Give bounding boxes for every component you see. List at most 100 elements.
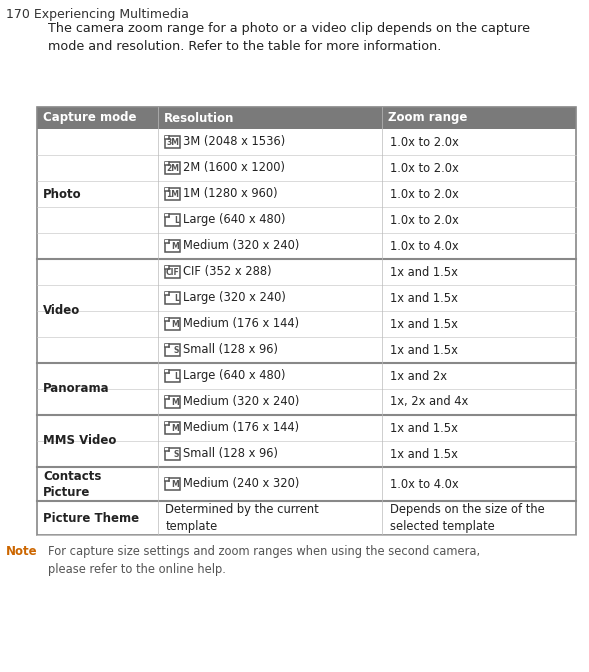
Text: Depends on the size of the
selected template: Depends on the size of the selected temp… xyxy=(390,503,545,533)
Text: Medium (240 x 320): Medium (240 x 320) xyxy=(183,478,300,491)
Bar xyxy=(166,292,170,296)
Text: 1x and 1.5x: 1x and 1.5x xyxy=(390,317,458,331)
Bar xyxy=(37,107,576,129)
Text: Panorama: Panorama xyxy=(43,382,110,396)
Bar xyxy=(37,415,576,441)
Bar xyxy=(37,207,576,233)
Bar xyxy=(166,319,170,321)
Text: 3M (2048 x 1536): 3M (2048 x 1536) xyxy=(183,136,286,149)
Text: Video: Video xyxy=(43,304,80,317)
Bar xyxy=(166,163,170,165)
Bar xyxy=(166,241,180,252)
Text: 2M: 2M xyxy=(166,164,179,173)
Bar xyxy=(37,501,576,535)
Text: Capture mode: Capture mode xyxy=(43,112,137,124)
Text: Picture Theme: Picture Theme xyxy=(43,511,139,525)
Text: 1x and 2x: 1x and 2x xyxy=(390,370,447,382)
Text: S: S xyxy=(174,345,179,355)
Text: 1M: 1M xyxy=(166,190,179,199)
Text: L: L xyxy=(174,216,179,224)
Text: 1.0x to 4.0x: 1.0x to 4.0x xyxy=(390,239,459,253)
Text: Medium (176 x 144): Medium (176 x 144) xyxy=(183,421,299,435)
Bar xyxy=(166,396,170,399)
Text: The camera zoom range for a photo or a video clip depends on the capture
mode an: The camera zoom range for a photo or a v… xyxy=(48,22,530,53)
Text: L: L xyxy=(174,294,179,302)
Text: 1.0x to 2.0x: 1.0x to 2.0x xyxy=(390,136,459,149)
Bar xyxy=(166,344,180,355)
Bar xyxy=(37,311,576,337)
Text: For capture size settings and zoom ranges when using the second camera,
please r: For capture size settings and zoom range… xyxy=(48,545,480,576)
Text: M: M xyxy=(171,320,179,329)
Text: 1x and 1.5x: 1x and 1.5x xyxy=(390,265,458,278)
Text: Note: Note xyxy=(6,545,38,558)
Text: L: L xyxy=(174,372,179,381)
Text: 1.0x to 2.0x: 1.0x to 2.0x xyxy=(390,187,459,200)
Bar xyxy=(166,448,170,452)
Text: CIF (352 x 288): CIF (352 x 288) xyxy=(183,265,272,278)
Bar xyxy=(166,344,170,347)
Text: M: M xyxy=(171,480,179,489)
Bar xyxy=(166,241,170,243)
Text: Small (128 x 96): Small (128 x 96) xyxy=(183,343,278,357)
Text: 1x and 1.5x: 1x and 1.5x xyxy=(390,421,458,435)
Bar xyxy=(166,448,180,460)
Bar xyxy=(166,188,170,192)
Bar xyxy=(37,181,576,207)
Text: Medium (176 x 144): Medium (176 x 144) xyxy=(183,317,299,331)
Bar xyxy=(37,467,576,501)
Text: Determined by the current
template: Determined by the current template xyxy=(166,503,319,533)
Bar xyxy=(166,163,180,173)
Bar xyxy=(166,478,180,490)
Bar xyxy=(37,259,576,285)
Bar xyxy=(166,478,170,482)
Text: 1x and 1.5x: 1x and 1.5x xyxy=(390,448,458,460)
Bar xyxy=(37,389,576,415)
Bar xyxy=(166,214,180,226)
Text: MMS Video: MMS Video xyxy=(43,435,117,448)
Bar xyxy=(166,188,180,200)
Bar xyxy=(37,107,576,535)
Bar xyxy=(37,441,576,467)
Bar xyxy=(166,396,180,408)
Bar xyxy=(37,363,576,389)
Bar xyxy=(37,337,576,363)
Bar xyxy=(166,370,180,382)
Bar xyxy=(37,285,576,311)
Text: 1.0x to 2.0x: 1.0x to 2.0x xyxy=(390,161,459,175)
Text: Medium (320 x 240): Medium (320 x 240) xyxy=(183,396,300,409)
Text: Large (640 x 480): Large (640 x 480) xyxy=(183,370,286,382)
Bar xyxy=(166,266,180,278)
Bar xyxy=(166,136,180,148)
Text: 2M (1600 x 1200): 2M (1600 x 1200) xyxy=(183,161,285,175)
Bar xyxy=(166,214,170,218)
Text: 1x, 2x and 4x: 1x, 2x and 4x xyxy=(390,396,468,409)
Text: Contacts
Picture: Contacts Picture xyxy=(43,470,101,499)
Text: 1x and 1.5x: 1x and 1.5x xyxy=(390,343,458,357)
Bar xyxy=(166,266,170,269)
Bar xyxy=(166,422,180,433)
Text: CIF: CIF xyxy=(166,267,179,277)
Bar xyxy=(166,319,180,330)
Text: Zoom range: Zoom range xyxy=(388,112,467,124)
Text: Photo: Photo xyxy=(43,187,82,200)
Text: Large (640 x 480): Large (640 x 480) xyxy=(183,214,286,226)
Bar xyxy=(37,233,576,259)
Text: M: M xyxy=(171,398,179,407)
Bar xyxy=(166,292,180,304)
Text: Resolution: Resolution xyxy=(164,112,234,124)
Text: M: M xyxy=(171,424,179,433)
Bar xyxy=(166,370,170,374)
Bar xyxy=(37,155,576,181)
Text: M: M xyxy=(171,242,179,251)
Text: 170 Experiencing Multimedia: 170 Experiencing Multimedia xyxy=(6,8,189,21)
Text: 1.0x to 4.0x: 1.0x to 4.0x xyxy=(390,478,459,491)
Bar xyxy=(166,422,170,425)
Text: 1M (1280 x 960): 1M (1280 x 960) xyxy=(183,187,278,200)
Text: S: S xyxy=(174,450,179,459)
Text: Medium (320 x 240): Medium (320 x 240) xyxy=(183,239,300,253)
Text: 3M: 3M xyxy=(166,138,179,146)
Text: 1.0x to 2.0x: 1.0x to 2.0x xyxy=(390,214,459,226)
Text: Large (320 x 240): Large (320 x 240) xyxy=(183,292,286,304)
Text: 1x and 1.5x: 1x and 1.5x xyxy=(390,292,458,304)
Bar xyxy=(166,136,170,140)
